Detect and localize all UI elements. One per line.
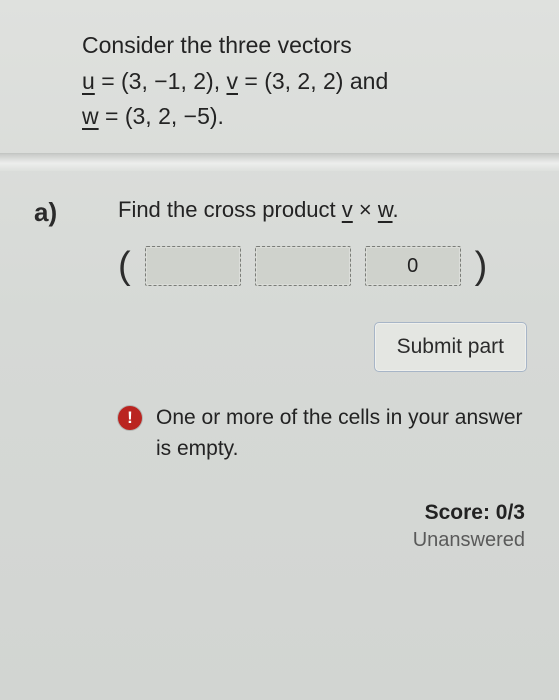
score-block: Score: 0/3 Unanswered	[118, 501, 527, 552]
warning-icon: !	[118, 406, 142, 430]
question-header: Consider the three vectors u = (3, −1, 2…	[82, 28, 533, 135]
warning-text: One or more of the cells in your answer …	[156, 402, 527, 465]
part-statement: Find the cross product v × w.	[118, 197, 527, 223]
vector-v-label: v	[226, 68, 238, 94]
equals-2: =	[244, 68, 264, 94]
warning-glyph: !	[127, 405, 133, 431]
submit-button[interactable]: Submit part	[374, 322, 527, 372]
score-label: Score:	[425, 501, 490, 524]
vector-w-label: w	[82, 103, 99, 129]
vector-u-label: u	[82, 68, 95, 94]
vector-v-value: (3, 2, 2)	[264, 68, 343, 94]
equals-3: =	[105, 103, 125, 129]
answer-cell-2[interactable]	[255, 246, 351, 286]
close-paren: )	[475, 245, 488, 288]
question-intro: Consider the three vectors	[82, 32, 352, 58]
period: .	[218, 103, 224, 129]
warning-row: ! One or more of the cells in your answe…	[118, 402, 527, 465]
stmt-v: v	[342, 197, 353, 222]
submit-row: Submit part	[118, 322, 527, 372]
comma-1: ,	[214, 68, 227, 94]
stmt-times: ×	[353, 197, 378, 222]
section-divider	[0, 153, 559, 171]
answer-cell-3[interactable]	[365, 246, 461, 286]
open-paren: (	[118, 245, 131, 288]
equals-1: =	[101, 68, 121, 94]
score-value: 0/3	[496, 501, 525, 524]
vector-w-value: (3, 2, −5)	[125, 103, 218, 129]
part-body: Find the cross product v × w. ( ) Submit…	[82, 197, 533, 552]
question-page: Consider the three vectors u = (3, −1, 2…	[0, 0, 559, 700]
stmt-pre: Find the cross product	[118, 197, 342, 222]
stmt-post: .	[393, 197, 399, 222]
vector-u-value: (3, −1, 2)	[121, 68, 214, 94]
status-line: Unanswered	[118, 529, 525, 552]
answer-row: ( )	[118, 245, 527, 288]
score-line: Score: 0/3	[118, 501, 525, 525]
part-label: a)	[34, 197, 57, 228]
answer-cell-1[interactable]	[145, 246, 241, 286]
stmt-w: w	[378, 197, 393, 222]
and-word: and	[350, 68, 388, 94]
